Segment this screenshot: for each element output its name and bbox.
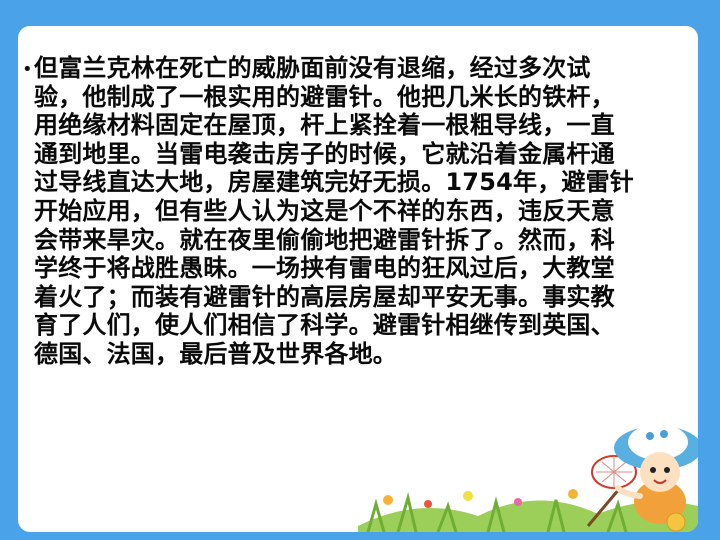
flower (424, 500, 432, 508)
bullet-icon: • (22, 59, 33, 80)
hat-dot (646, 432, 654, 440)
child-arm (615, 485, 643, 499)
hat-crown (628, 424, 688, 460)
body-paragraph: 但富兰克林在死亡的威胁面前没有退缩，经过多次试验，他制成了一根实用的避雷针。他把… (34, 54, 634, 368)
flower (463, 491, 473, 501)
child-eye (664, 467, 670, 473)
flower (383, 495, 393, 505)
grass-strip (358, 500, 698, 532)
content-panel: • 但富兰克林在死亡的威胁面前没有退缩，经过多次试验，他制成了一根实用的避雷针。… (18, 26, 698, 532)
child-eye (650, 467, 656, 473)
flower (568, 489, 578, 499)
hat-dot (660, 430, 668, 438)
badge-icon (666, 512, 686, 532)
net-handle (586, 487, 622, 527)
flower (514, 498, 522, 506)
grass-blades (366, 492, 628, 532)
child-face (640, 452, 680, 492)
net-mesh (596, 456, 632, 488)
child-with-butterfly-net-illustration (358, 424, 698, 532)
child-smile (653, 479, 667, 484)
